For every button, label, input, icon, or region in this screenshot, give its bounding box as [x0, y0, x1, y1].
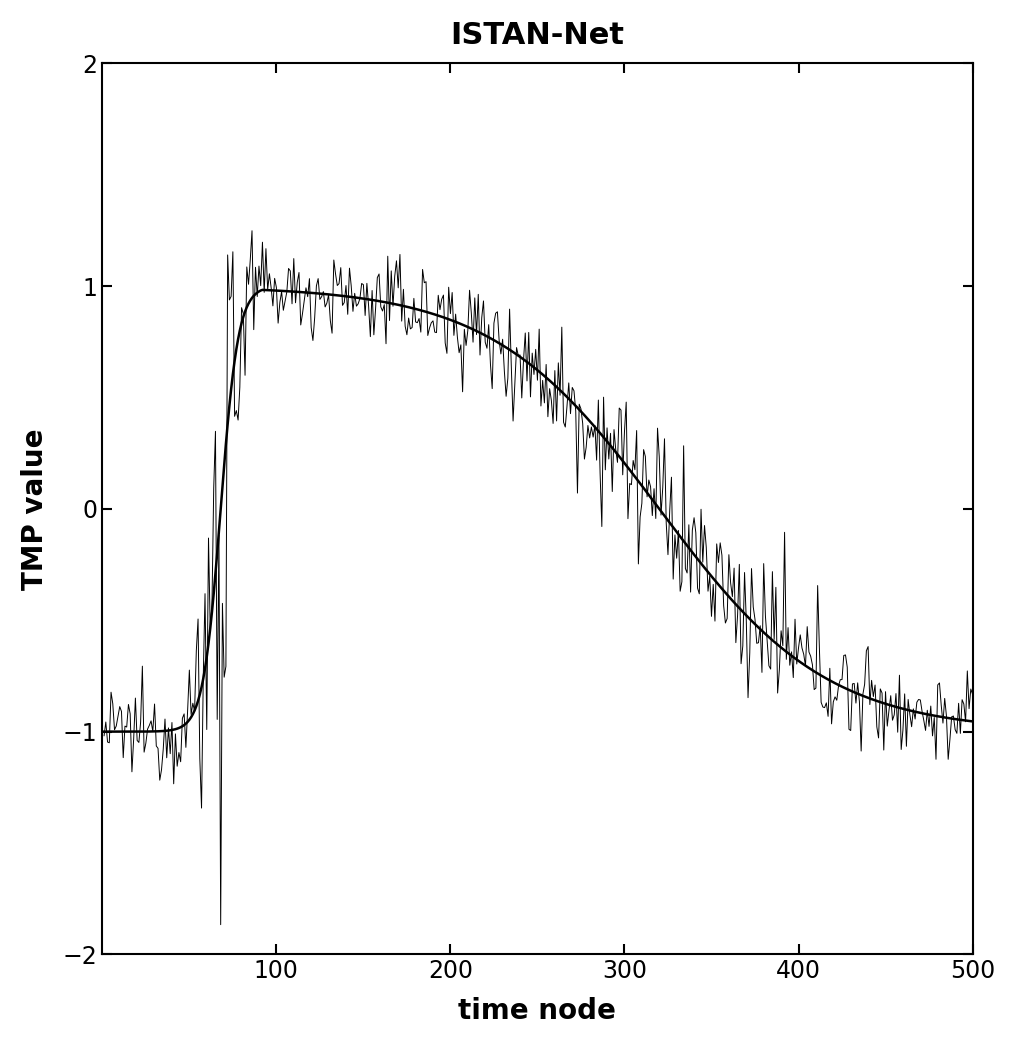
X-axis label: time node: time node [458, 997, 617, 1025]
Y-axis label: TMP value: TMP value [21, 428, 49, 590]
Title: ISTAN-Net: ISTAN-Net [450, 21, 625, 50]
